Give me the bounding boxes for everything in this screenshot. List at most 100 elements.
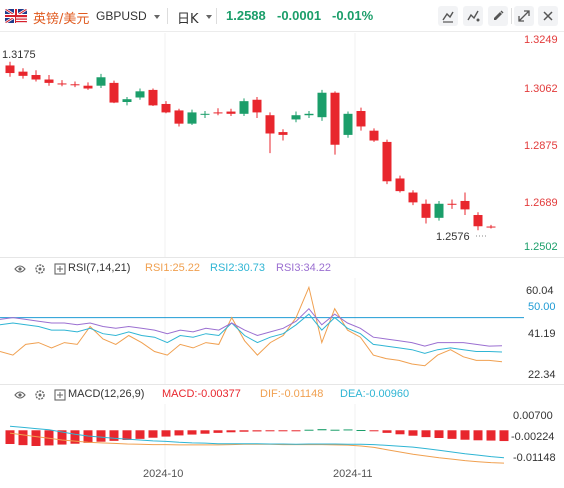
macd-axis-tick: 0.00700 (513, 410, 553, 422)
macd-histogram-bar (473, 430, 483, 441)
draw-line-icon (442, 11, 454, 23)
indicator-button[interactable] (463, 6, 483, 26)
rsi-axis-tick: 60.04 (526, 285, 554, 297)
macd-histogram-bar (252, 430, 262, 432)
macd-histogram-bar (343, 429, 353, 431)
settings-box-icon[interactable] (54, 389, 66, 401)
rsi-title: RSI(7,14,21) (68, 262, 131, 274)
rsi2-legend: RSI2:30.73 (210, 262, 266, 274)
macd-legend-value: MACD:-0.00377 (162, 388, 241, 400)
symbol-name-cn[interactable]: 英镑/美元 (33, 12, 90, 27)
candle-body (200, 113, 210, 115)
candle-body (395, 178, 405, 192)
gear-icon[interactable] (34, 263, 46, 275)
gb-us-flag-icon (5, 9, 27, 23)
macd-axis-tick: -0.01148 (513, 452, 556, 464)
candle-body (265, 115, 275, 134)
rsi-chart[interactable] (0, 278, 564, 384)
gear-icon[interactable] (34, 389, 46, 401)
period-selector[interactable]: 日K (177, 12, 199, 27)
price-change-percent: -0.01% (332, 8, 374, 23)
price-change: -0.0001 (277, 8, 322, 23)
candle-body (382, 141, 392, 182)
close-icon (543, 11, 553, 21)
macd-histogram-bar (83, 430, 93, 443)
divider (216, 8, 217, 24)
dea-line (9, 425, 505, 459)
fullscreen-button[interactable] (514, 6, 534, 26)
rsi-axis-tick: 41.19 (528, 328, 556, 340)
candle-body (174, 110, 184, 124)
settings-box-icon[interactable] (54, 263, 66, 275)
price-axis-tick: 1.2502 (524, 241, 558, 253)
symbol-dropdown-chevron-down-icon[interactable] (154, 15, 160, 19)
macd-histogram-bar (239, 430, 249, 432)
pen-icon (494, 10, 504, 20)
panel-divider (0, 384, 564, 385)
candle-body (135, 91, 145, 98)
panel-divider (0, 257, 564, 258)
pen-button[interactable] (488, 6, 508, 26)
macd-histogram-bar (135, 430, 145, 439)
macd-histogram-bar (421, 430, 431, 438)
candle-body (83, 85, 93, 89)
macd-histogram-bar (486, 430, 496, 441)
dif-legend-value: DIF:-0.01148 (260, 388, 324, 400)
macd-histogram-bar (96, 430, 106, 442)
macd-histogram-bar (395, 430, 405, 435)
price-axis-tick: 1.3062 (524, 83, 558, 95)
macd-histogram-bar (200, 430, 210, 434)
close-button[interactable] (538, 6, 558, 26)
last-price: 1.2588 (226, 8, 266, 23)
macd-histogram-bar (460, 430, 470, 440)
price-axis-tick: 1.3249 (524, 34, 558, 46)
draw-line-button[interactable] (438, 6, 458, 26)
macd-histogram-bar (148, 430, 158, 438)
candle-body (356, 111, 366, 127)
dea-legend-value: DEA:-0.00960 (340, 388, 410, 400)
candle-body (44, 79, 54, 83)
macd-histogram-bar (304, 429, 314, 431)
x-axis-label: 2024-11 (333, 468, 373, 480)
eye-icon[interactable] (14, 263, 26, 275)
rsi-series-line-1 (0, 285, 503, 367)
macd-histogram-bar (317, 429, 327, 431)
macd-histogram-bar (447, 430, 457, 439)
candle-body (486, 226, 496, 228)
period-dropdown-chevron-down-icon[interactable] (206, 15, 212, 19)
rsi-series-line-3 (0, 307, 503, 347)
candle-body (239, 101, 249, 114)
candlestick-chart[interactable] (0, 33, 564, 257)
rsi-series-line-2 (0, 313, 503, 354)
candle-body (343, 113, 353, 135)
macd-histogram-bar (278, 430, 288, 432)
macd-histogram-bar (18, 430, 28, 446)
candle-body (161, 103, 171, 113)
high-price-label: 1.3175 (2, 49, 36, 61)
macd-histogram-bar (226, 430, 236, 433)
chart-toolbar: 英镑/美元 GBPUSD 日K 1.2588 -0.0001 -0.01% (0, 0, 564, 32)
candle-body (187, 112, 197, 124)
candle-body (18, 71, 28, 76)
macd-histogram-bar (382, 430, 392, 433)
macd-histogram-bar (356, 430, 366, 431)
macd-histogram-bar (5, 430, 15, 444)
divider (167, 8, 168, 24)
candle-body (213, 112, 223, 114)
macd-axis-tick: -0.00224 (511, 431, 555, 443)
macd-histogram-bar (161, 430, 171, 437)
macd-histogram-bar (291, 430, 301, 432)
macd-chart[interactable] (0, 404, 564, 468)
indicator-icon (467, 10, 480, 22)
macd-title: MACD(12,26,9) (68, 388, 145, 400)
eye-icon[interactable] (14, 389, 26, 401)
candle-body (369, 130, 379, 141)
macd-histogram-bar (122, 430, 132, 440)
rsi3-legend: RSI3:34.22 (276, 262, 332, 274)
rsi-axis-tick: 22.34 (528, 369, 556, 381)
macd-histogram-bar (265, 430, 275, 432)
candle-body (408, 192, 418, 203)
symbol-code[interactable]: GBPUSD (96, 9, 147, 23)
divider (511, 8, 512, 24)
macd-histogram-bar (174, 430, 184, 436)
